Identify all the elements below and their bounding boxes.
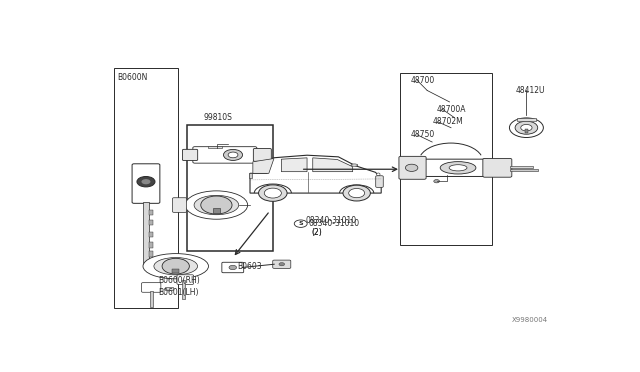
FancyBboxPatch shape xyxy=(420,159,489,176)
Polygon shape xyxy=(510,166,533,168)
Bar xyxy=(148,210,154,215)
Text: 48750: 48750 xyxy=(411,130,435,140)
Bar xyxy=(114,68,178,308)
Polygon shape xyxy=(313,158,353,171)
Bar xyxy=(150,291,153,307)
Ellipse shape xyxy=(449,165,467,171)
Text: 48412U: 48412U xyxy=(515,86,545,95)
Text: B0603: B0603 xyxy=(237,262,262,271)
FancyBboxPatch shape xyxy=(182,149,198,160)
Circle shape xyxy=(201,196,232,214)
FancyBboxPatch shape xyxy=(273,260,291,268)
Circle shape xyxy=(141,179,150,184)
Bar xyxy=(213,208,220,213)
Ellipse shape xyxy=(440,161,476,174)
Circle shape xyxy=(515,121,538,134)
Circle shape xyxy=(343,185,371,201)
Text: S: S xyxy=(298,221,303,226)
Ellipse shape xyxy=(154,257,198,275)
Text: 48702M: 48702M xyxy=(432,118,463,126)
Bar xyxy=(187,125,273,251)
Bar xyxy=(517,118,536,121)
Text: X9980004: X9980004 xyxy=(511,317,548,323)
FancyBboxPatch shape xyxy=(253,148,271,161)
Bar xyxy=(148,251,154,257)
FancyBboxPatch shape xyxy=(132,164,160,203)
Circle shape xyxy=(294,220,307,227)
Ellipse shape xyxy=(194,195,239,215)
Text: 08340-31010: 08340-31010 xyxy=(308,219,359,228)
Bar xyxy=(148,242,154,247)
Ellipse shape xyxy=(143,254,209,279)
FancyBboxPatch shape xyxy=(173,198,187,212)
Circle shape xyxy=(137,176,155,187)
Text: B0601(LH): B0601(LH) xyxy=(158,288,199,297)
Text: 08340-31010: 08340-31010 xyxy=(306,216,357,225)
Text: (2): (2) xyxy=(312,228,323,237)
Text: 48700: 48700 xyxy=(411,76,435,85)
Bar xyxy=(525,129,528,133)
Circle shape xyxy=(279,263,285,266)
Polygon shape xyxy=(253,158,274,173)
Circle shape xyxy=(509,118,543,138)
FancyBboxPatch shape xyxy=(399,156,426,179)
Polygon shape xyxy=(143,265,148,270)
Text: (2): (2) xyxy=(312,228,323,237)
Ellipse shape xyxy=(405,164,418,171)
Circle shape xyxy=(434,180,440,183)
Bar xyxy=(182,280,185,299)
Polygon shape xyxy=(250,155,381,193)
Polygon shape xyxy=(282,158,307,171)
Text: B0600N: B0600N xyxy=(117,73,148,82)
Bar xyxy=(400,73,492,245)
Circle shape xyxy=(229,265,237,270)
FancyBboxPatch shape xyxy=(193,147,257,163)
Circle shape xyxy=(259,185,287,201)
Text: B0600(RH): B0600(RH) xyxy=(158,276,200,285)
Ellipse shape xyxy=(185,191,248,219)
Bar xyxy=(510,169,538,171)
Circle shape xyxy=(223,150,243,160)
Ellipse shape xyxy=(351,164,358,166)
Bar xyxy=(148,232,154,237)
Text: 99810S: 99810S xyxy=(203,113,232,122)
Circle shape xyxy=(349,189,365,198)
Bar xyxy=(165,287,173,290)
Bar xyxy=(148,220,154,225)
FancyBboxPatch shape xyxy=(376,176,383,187)
Text: 48700A: 48700A xyxy=(436,105,466,113)
Ellipse shape xyxy=(376,173,380,176)
Bar xyxy=(209,147,222,148)
FancyBboxPatch shape xyxy=(141,283,161,292)
Circle shape xyxy=(521,125,532,131)
Bar xyxy=(143,202,148,265)
FancyBboxPatch shape xyxy=(483,158,512,177)
FancyBboxPatch shape xyxy=(177,275,193,284)
Circle shape xyxy=(228,152,238,158)
Bar xyxy=(250,173,252,177)
Circle shape xyxy=(162,258,189,274)
FancyBboxPatch shape xyxy=(222,262,244,273)
Bar xyxy=(172,269,179,273)
Circle shape xyxy=(264,188,282,198)
